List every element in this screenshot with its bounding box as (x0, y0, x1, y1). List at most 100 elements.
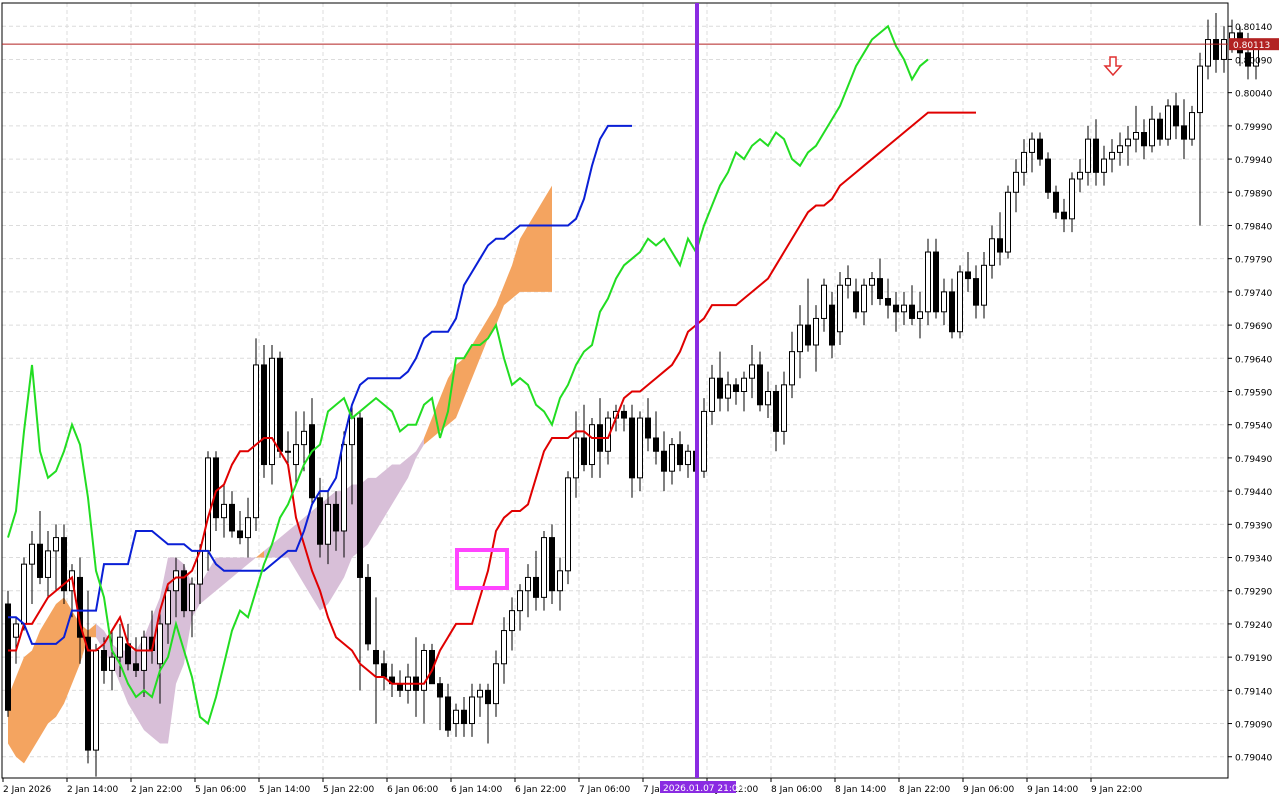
candle-bearish (133, 663, 139, 671)
highlight-box (455, 548, 509, 590)
candle-bullish (749, 364, 755, 379)
candle-bearish (893, 304, 899, 313)
candle-bullish (957, 271, 963, 333)
candle-bullish (349, 417, 355, 446)
candle-bullish (869, 278, 875, 286)
candle-bullish (989, 238, 995, 266)
candle-bullish (525, 576, 531, 592)
candle-bullish (725, 384, 731, 399)
candle-bullish (541, 537, 547, 598)
candle-bearish (61, 537, 67, 592)
candle-bullish (821, 284, 827, 319)
candle-bullish (421, 649, 427, 691)
candle-bearish (653, 437, 659, 452)
candle-bullish (1189, 112, 1195, 140)
candle-bullish (453, 709, 459, 725)
price-tick-label: 0.80090 (1235, 56, 1272, 66)
candle-bearish (1157, 118, 1163, 140)
candle-bearish (261, 364, 267, 466)
candle-bullish (493, 663, 499, 705)
candle-bearish (485, 689, 491, 705)
time-tick-label: 9 Jan 14:00 (1027, 785, 1079, 795)
candle-bearish (1093, 138, 1099, 173)
candle-bullish (93, 649, 99, 751)
time-tick-label: 6 Jan 06:00 (387, 785, 439, 795)
candle-bullish (13, 623, 19, 638)
candle-bullish (701, 410, 707, 472)
candle-bullish (205, 457, 211, 552)
candle-bullish (285, 450, 291, 453)
candle-bearish (445, 696, 451, 731)
candle-bullish (245, 517, 251, 539)
time-tick-label: 6 Jan 22:00 (515, 785, 567, 795)
candle-bullish (741, 377, 747, 392)
price-tick-label: 0.79390 (1235, 521, 1272, 531)
chikou-line (7, 24, 929, 726)
price-tick-label: 0.79890 (1235, 189, 1272, 199)
candle-bullish (517, 590, 523, 612)
candle-bullish (709, 377, 715, 412)
time-tick-label: 9 Jan 22:00 (1091, 785, 1143, 795)
candle-bearish (885, 298, 891, 306)
price-tick-label: 0.79990 (1235, 123, 1272, 133)
price-tick-label: 0.79040 (1235, 754, 1272, 764)
candle-bearish (621, 410, 627, 419)
cloud-bullish (8, 597, 96, 764)
candle-bullish (45, 550, 51, 578)
candle-bullish (269, 357, 275, 466)
candle-bullish (1029, 138, 1035, 153)
price-tick-label: 0.80040 (1235, 90, 1272, 100)
candle-bullish (941, 291, 947, 313)
candle-bullish (1101, 158, 1107, 173)
candle-bearish (1037, 138, 1043, 160)
candle-bullish (781, 384, 787, 432)
candle-bullish (341, 444, 347, 532)
candle-bullish (861, 284, 867, 313)
time-tick-label: 9 Jan 06:00 (963, 785, 1015, 795)
candle-bearish (1245, 52, 1251, 67)
candle-bullish (605, 417, 611, 452)
candle-bullish (1133, 131, 1139, 140)
candle-bullish (173, 570, 179, 592)
price-tick-label: 0.79840 (1235, 222, 1272, 232)
candle-bearish (533, 576, 539, 598)
candle-bullish (1069, 178, 1075, 220)
candle-bearish (645, 417, 651, 439)
candle-bullish (469, 696, 475, 725)
candle-bullish (141, 636, 147, 671)
candle-bearish (1053, 191, 1059, 213)
candle-bullish (53, 537, 59, 552)
candle-bullish (1013, 171, 1019, 193)
candle-bullish (109, 656, 115, 671)
candle-bearish (373, 649, 379, 665)
candle-bullish (1109, 151, 1115, 160)
time-tick-label: 7 Jan 06:00 (579, 785, 631, 795)
cloud-bullish (424, 185, 552, 445)
candle-bullish (1005, 191, 1011, 253)
candle-bullish (1125, 138, 1131, 147)
candle-bearish (805, 324, 811, 346)
candle-bearish (733, 384, 739, 392)
candle-bearish (125, 643, 131, 665)
candle-bearish (1141, 131, 1147, 147)
time-tick-label: 8 Jan 22:00 (899, 785, 951, 795)
candle-bearish (949, 291, 955, 333)
candle-bearish (997, 238, 1003, 253)
candle-bullish (837, 284, 843, 333)
time-tick-label: 2 Jan 22:00 (131, 785, 183, 795)
candle-bullish (157, 623, 163, 665)
candle-bearish (1045, 158, 1051, 193)
candle-bearish (773, 390, 779, 432)
candle-bullish (813, 317, 819, 346)
candle-bullish (1085, 138, 1091, 173)
candle-bearish (1213, 39, 1219, 60)
candle-bullish (589, 424, 595, 466)
price-tick-label: 0.79190 (1235, 654, 1272, 664)
time-tick-label: 5 Jan 06:00 (195, 785, 247, 795)
candle-bearish (829, 304, 835, 346)
price-tick-label: 0.79590 (1235, 388, 1272, 398)
candle-bullish (325, 503, 331, 545)
